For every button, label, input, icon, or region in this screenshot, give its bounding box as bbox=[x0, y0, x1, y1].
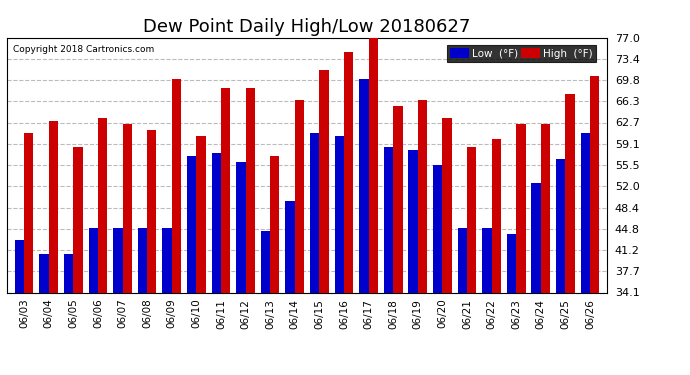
Bar bbox=[590, 76, 600, 292]
Bar bbox=[516, 124, 526, 292]
Bar bbox=[197, 136, 206, 292]
Bar bbox=[507, 234, 516, 292]
Bar bbox=[221, 88, 230, 292]
Bar bbox=[286, 201, 295, 292]
Bar bbox=[335, 136, 344, 292]
Bar bbox=[88, 228, 98, 292]
Bar bbox=[433, 165, 442, 292]
Bar bbox=[162, 228, 172, 292]
Bar bbox=[39, 255, 49, 292]
Title: Dew Point Daily High/Low 20180627: Dew Point Daily High/Low 20180627 bbox=[144, 18, 471, 36]
Bar bbox=[113, 228, 123, 292]
Text: Copyright 2018 Cartronics.com: Copyright 2018 Cartronics.com bbox=[13, 45, 154, 54]
Bar bbox=[236, 162, 246, 292]
Bar bbox=[344, 53, 353, 292]
Legend: Low  (°F), High  (°F): Low (°F), High (°F) bbox=[447, 45, 596, 62]
Bar bbox=[270, 156, 279, 292]
Bar bbox=[541, 124, 550, 292]
Bar bbox=[212, 153, 221, 292]
Bar bbox=[310, 133, 319, 292]
Bar bbox=[393, 106, 402, 292]
Bar bbox=[123, 124, 132, 292]
Bar bbox=[295, 100, 304, 292]
Bar bbox=[246, 88, 255, 292]
Bar bbox=[98, 118, 107, 292]
Bar bbox=[482, 228, 491, 292]
Bar bbox=[172, 79, 181, 292]
Bar bbox=[319, 70, 328, 292]
Bar bbox=[64, 255, 73, 292]
Bar bbox=[556, 159, 565, 292]
Bar bbox=[491, 138, 501, 292]
Bar bbox=[147, 130, 157, 292]
Bar bbox=[467, 147, 476, 292]
Bar bbox=[368, 34, 378, 292]
Bar bbox=[442, 118, 452, 292]
Bar bbox=[49, 121, 58, 292]
Bar bbox=[384, 147, 393, 292]
Bar bbox=[417, 100, 427, 292]
Bar bbox=[138, 228, 147, 292]
Bar bbox=[359, 79, 368, 292]
Bar bbox=[261, 231, 270, 292]
Bar bbox=[531, 183, 541, 292]
Bar bbox=[408, 150, 417, 292]
Bar bbox=[14, 240, 24, 292]
Bar bbox=[73, 147, 83, 292]
Bar bbox=[24, 133, 34, 292]
Bar bbox=[565, 94, 575, 292]
Bar bbox=[457, 228, 467, 292]
Bar bbox=[580, 133, 590, 292]
Bar bbox=[187, 156, 197, 292]
